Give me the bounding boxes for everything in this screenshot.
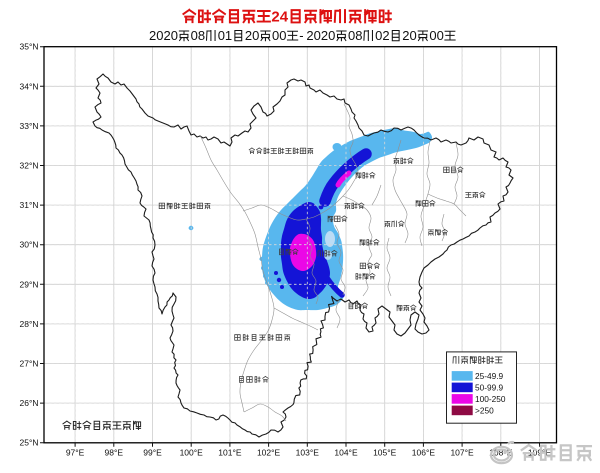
svg-text:24: 24	[271, 9, 288, 26]
svg-text:98°E: 98°E	[105, 447, 124, 457]
svg-text:34°N: 34°N	[20, 81, 39, 91]
svg-text:26°N: 26°N	[20, 398, 39, 408]
svg-text:33°N: 33°N	[20, 121, 39, 131]
svg-text:2020: 2020	[149, 28, 178, 43]
svg-text:100°E: 100°E	[180, 447, 204, 457]
svg-text:99°E: 99°E	[143, 447, 162, 457]
svg-text:25°N: 25°N	[20, 438, 39, 448]
svg-text:105°E: 105°E	[373, 447, 397, 457]
svg-text:-: -	[299, 28, 303, 43]
svg-text:00: 00	[429, 28, 443, 43]
svg-text:31°N: 31°N	[20, 200, 39, 210]
svg-text:104°E: 104°E	[334, 447, 358, 457]
svg-text:20: 20	[402, 28, 416, 43]
svg-text:28°N: 28°N	[20, 319, 39, 329]
svg-text:00: 00	[272, 28, 286, 43]
svg-text:20: 20	[245, 28, 259, 43]
svg-text:103°E: 103°E	[296, 447, 320, 457]
svg-text:02: 02	[375, 28, 389, 43]
svg-text:29°N: 29°N	[20, 279, 39, 289]
svg-text:2020: 2020	[306, 28, 335, 43]
svg-text:30°N: 30°N	[20, 240, 39, 250]
svg-text:100-250: 100-250	[475, 394, 506, 404]
svg-text:101°E: 101°E	[218, 447, 242, 457]
svg-text:109°E: 109°E	[528, 447, 552, 457]
svg-text:08: 08	[348, 28, 362, 43]
svg-text:50-99.9: 50-99.9	[475, 383, 504, 393]
svg-text:108°E: 108°E	[489, 447, 513, 457]
svg-text:32°N: 32°N	[20, 161, 39, 171]
svg-text:35°N: 35°N	[20, 42, 39, 52]
svg-text:01: 01	[218, 28, 232, 43]
svg-text:107°E: 107°E	[450, 447, 474, 457]
svg-text:>250: >250	[475, 406, 494, 416]
svg-text:25-49.9: 25-49.9	[475, 371, 504, 381]
svg-text:27°N: 27°N	[20, 359, 39, 369]
svg-text:97°E: 97°E	[66, 447, 85, 457]
svg-text:106°E: 106°E	[412, 447, 436, 457]
svg-text:08: 08	[191, 28, 205, 43]
svg-text:102°E: 102°E	[257, 447, 281, 457]
